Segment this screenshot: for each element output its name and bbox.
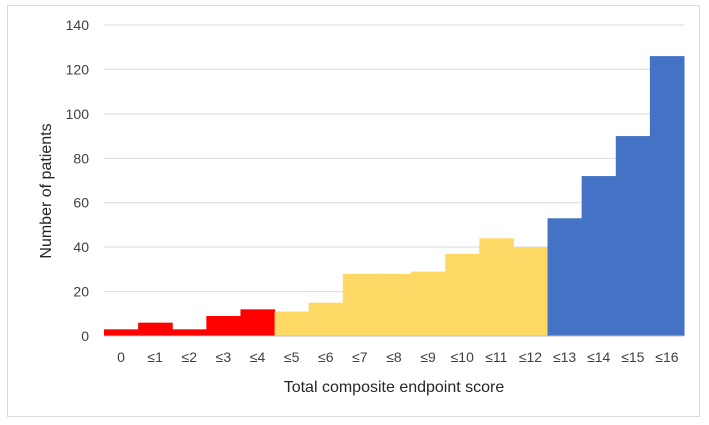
x-tick-label: ≤2: [182, 349, 198, 365]
y-tick-label: 120: [66, 61, 90, 77]
x-tick-label: ≤3: [216, 349, 232, 365]
y-axis-ticks: 0 20 40 60 80 100 120 140: [66, 17, 90, 344]
x-tick-label: ≤7: [352, 349, 368, 365]
x-tick-label: ≤12: [519, 349, 542, 365]
x-tick-label: ≤9: [420, 349, 436, 365]
x-tick-label: ≤8: [386, 349, 402, 365]
bar: [172, 329, 207, 336]
x-tick-label: ≤4: [250, 349, 266, 365]
bar: [547, 218, 583, 336]
x-tick-label: ≤15: [621, 349, 644, 365]
y-tick-label: 60: [73, 195, 89, 211]
bar: [411, 271, 446, 336]
bar: [445, 253, 480, 336]
x-tick-label: ≤16: [655, 349, 678, 365]
y-tick-label: 0: [81, 328, 89, 344]
bar: [104, 329, 139, 336]
bar: [479, 238, 514, 336]
x-tick-label: ≤1: [147, 349, 163, 365]
bar-series: [104, 56, 685, 336]
x-tick-label: ≤13: [553, 349, 576, 365]
x-tick-label: ≤14: [587, 349, 610, 365]
x-tick-label: ≤11: [485, 349, 507, 365]
bar: [581, 176, 617, 336]
x-tick-label: ≤10: [451, 349, 474, 365]
bar: [513, 247, 549, 336]
bar: [206, 316, 241, 336]
y-tick-label: 40: [73, 239, 89, 255]
y-tick-label: 20: [73, 284, 89, 300]
bar: [138, 322, 173, 336]
bar: [376, 273, 412, 336]
y-tick-label: 80: [73, 150, 89, 166]
bar: [342, 273, 378, 336]
y-axis-title: Number of patients: [38, 123, 55, 258]
x-tick-label: 0: [117, 349, 125, 365]
y-tick-label: 140: [66, 17, 90, 33]
x-axis-ticks: 0 ≤1 ≤2 ≤3 ≤4 ≤5 ≤6 ≤7 ≤8 ≤9 ≤10 ≤11 ≤12 ≤13 ≤14 ≤15 ≤16: [117, 349, 679, 365]
bar: [274, 311, 310, 336]
x-tick-label: ≤5: [284, 349, 300, 365]
x-tick-label: ≤6: [318, 349, 334, 365]
x-axis-title: Total composite endpoint score: [284, 379, 505, 396]
bar: [649, 56, 685, 336]
bar: [308, 302, 344, 336]
bar: [615, 136, 651, 336]
bar: [240, 309, 276, 336]
y-tick-label: 100: [66, 106, 90, 122]
